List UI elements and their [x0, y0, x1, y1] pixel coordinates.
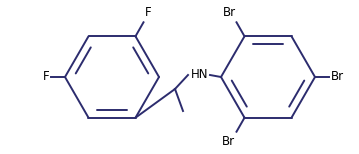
Text: F: F	[145, 6, 151, 19]
Text: Br: Br	[222, 6, 236, 19]
Text: F: F	[42, 71, 49, 83]
Text: Br: Br	[331, 71, 344, 83]
Text: Br: Br	[222, 135, 236, 148]
Text: HN: HN	[191, 69, 209, 81]
